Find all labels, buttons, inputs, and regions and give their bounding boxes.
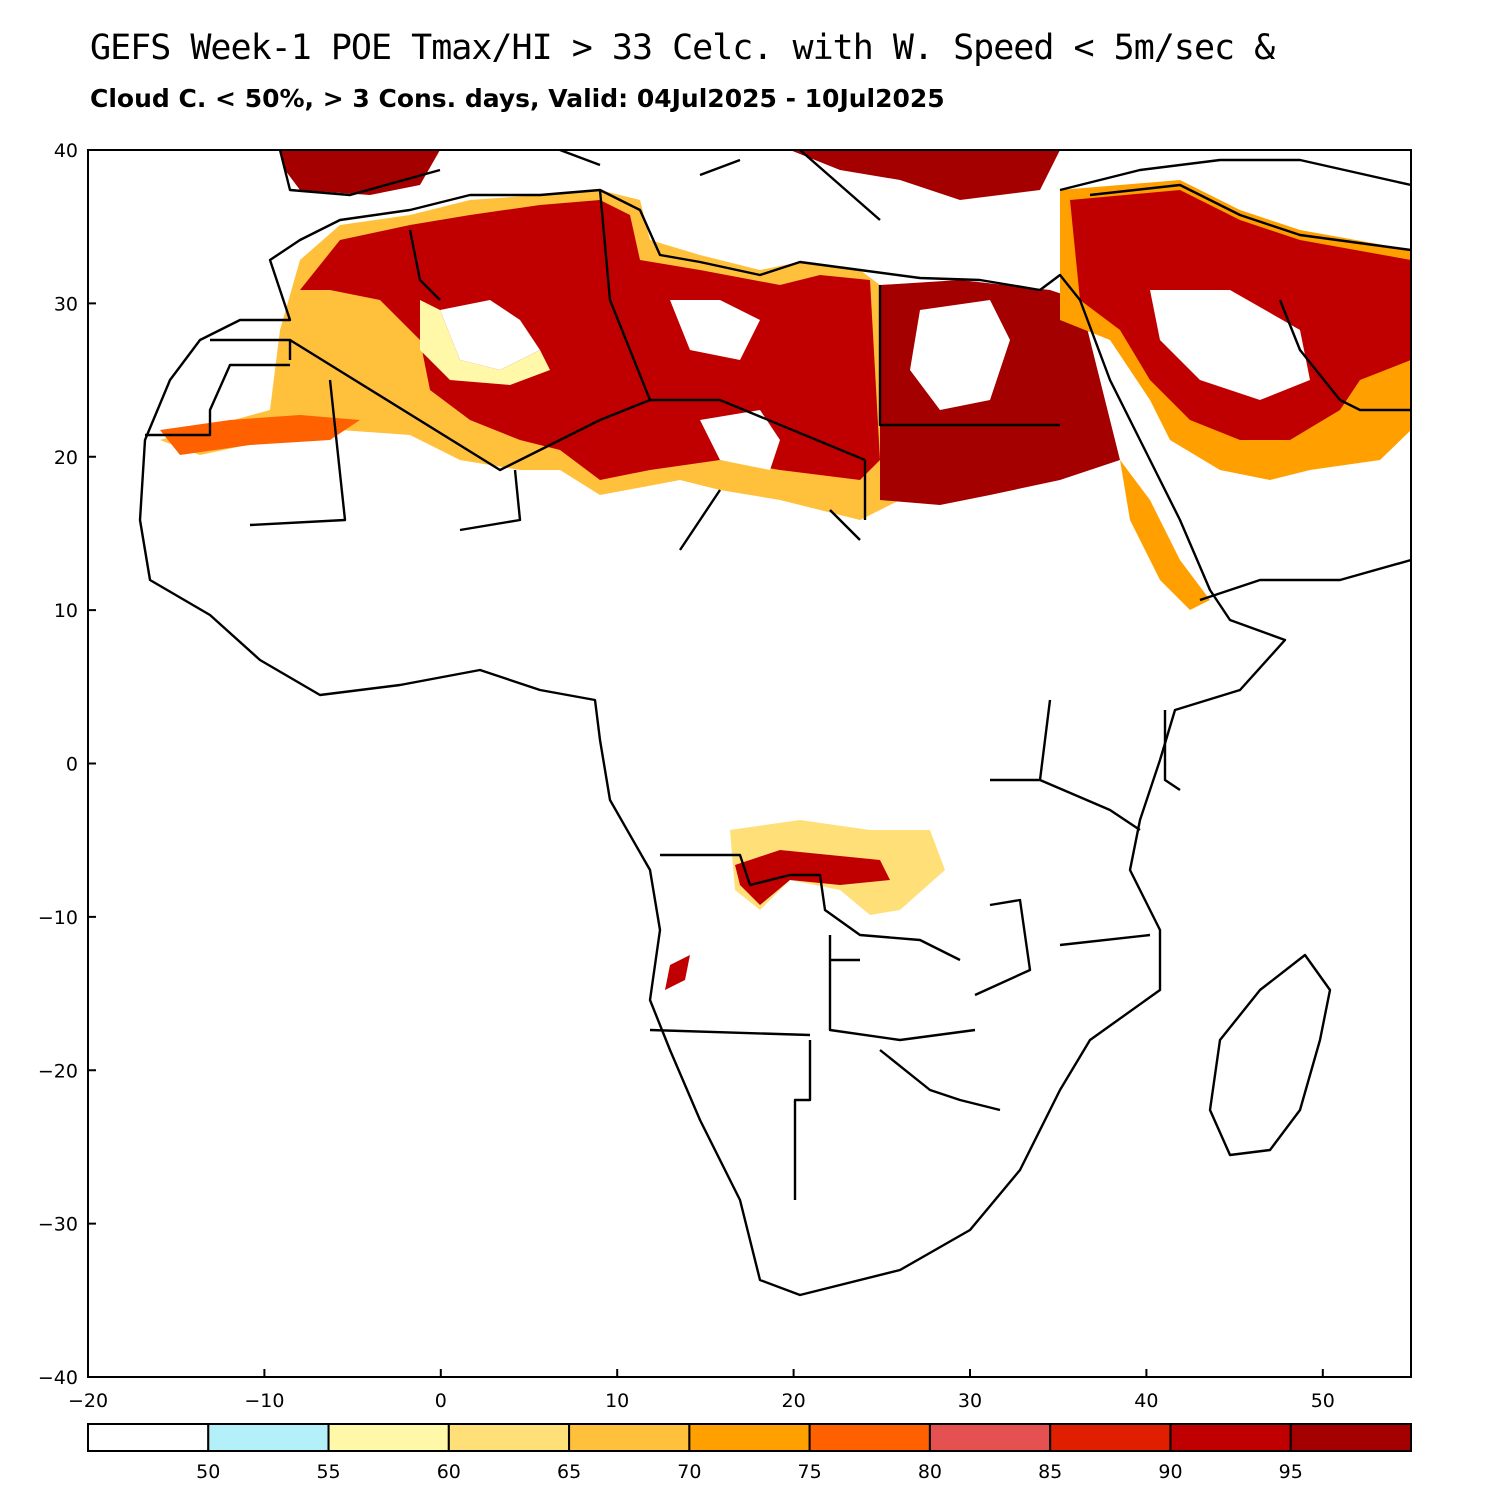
shade-nw-africa-dark — [300, 200, 880, 480]
shade-iberia — [280, 150, 440, 195]
colorbar-swatch — [928, 1423, 1052, 1452]
colorbar-swatch — [207, 1423, 330, 1452]
y-tick-label: 20 — [54, 447, 78, 469]
shade-angola-coast — [665, 955, 690, 990]
arabia-outline — [1089, 183, 1411, 602]
shade-sahara-white-3 — [670, 300, 760, 360]
colorbar-label: 85 — [1038, 1461, 1062, 1483]
x-tick-label: 10 — [605, 1390, 629, 1412]
shade-central-dark — [735, 850, 890, 905]
probability-shading — [160, 150, 1411, 990]
colorbar-swatch — [447, 1423, 571, 1452]
x-tick-label: 20 — [782, 1390, 806, 1412]
x-tick-label: 50 — [1311, 1390, 1335, 1412]
x-tick-label: 0 — [435, 1390, 447, 1412]
europe-coast — [278, 150, 1411, 221]
colorbar-swatch — [1169, 1423, 1292, 1452]
colorbar-label: 55 — [316, 1461, 340, 1483]
shade-sahara-white-2 — [700, 410, 780, 470]
coastlines — [138, 150, 1411, 1297]
border-lines — [145, 189, 1181, 1200]
y-tick-label: 40 — [54, 140, 78, 162]
colorbar-label: 65 — [557, 1461, 581, 1483]
shade-egypt-white — [910, 300, 1010, 410]
colorbar-swatch — [568, 1423, 691, 1452]
colorbar-label: 95 — [1279, 1461, 1303, 1483]
colorbar-swatch — [327, 1423, 450, 1452]
colorbar-label: 75 — [798, 1461, 822, 1483]
y-tick-label: −10 — [38, 907, 78, 929]
colorbar-swatch — [688, 1423, 811, 1452]
x-tick-label: 30 — [958, 1390, 982, 1412]
x-tick-label: 40 — [1134, 1390, 1158, 1412]
shade-balkans — [790, 150, 1060, 200]
x-tick-label: −10 — [244, 1390, 284, 1412]
shade-nw-africa-light-ring — [420, 300, 550, 385]
colorbar-label: 50 — [196, 1461, 220, 1483]
shade-arabia-white — [1150, 290, 1310, 400]
colorbar-swatch — [808, 1423, 931, 1452]
africa-coastline — [138, 188, 1287, 1297]
y-tick-label: −30 — [38, 1214, 78, 1236]
x-tick-label: −20 — [68, 1390, 108, 1412]
colorbar-swatch — [1289, 1423, 1413, 1452]
colorbar: 50 55 60 65 70 75 80 85 90 95 — [87, 1423, 1413, 1483]
y-tick-label: 0 — [66, 754, 78, 776]
y-axis: 40 30 20 10 0 −10 −20 −30 −40 — [38, 140, 96, 1389]
colorbar-swatch — [1049, 1423, 1172, 1452]
y-tick-label: 10 — [54, 600, 78, 622]
y-tick-label: 30 — [54, 293, 78, 315]
colorbar-label: 70 — [677, 1461, 701, 1483]
colorbar-label: 80 — [918, 1461, 942, 1483]
x-axis: −20 −10 0 10 20 30 40 50 — [68, 1369, 1335, 1412]
y-tick-label: −40 — [38, 1367, 78, 1389]
colorbar-swatch — [87, 1423, 210, 1452]
map-title: GEFS Week-1 POE Tmax/HI > 33 Celc. with … — [90, 28, 1275, 68]
shade-red-sea — [1120, 460, 1210, 610]
shade-nw-africa-white-hole — [440, 300, 540, 370]
madagascar-outline — [1208, 953, 1332, 1157]
y-tick-label: −20 — [38, 1060, 78, 1082]
colorbar-label: 90 — [1158, 1461, 1182, 1483]
map-subtitle: Cloud C. < 50%, > 3 Cons. days, Valid: 0… — [90, 84, 945, 113]
colorbar-label: 60 — [437, 1461, 461, 1483]
